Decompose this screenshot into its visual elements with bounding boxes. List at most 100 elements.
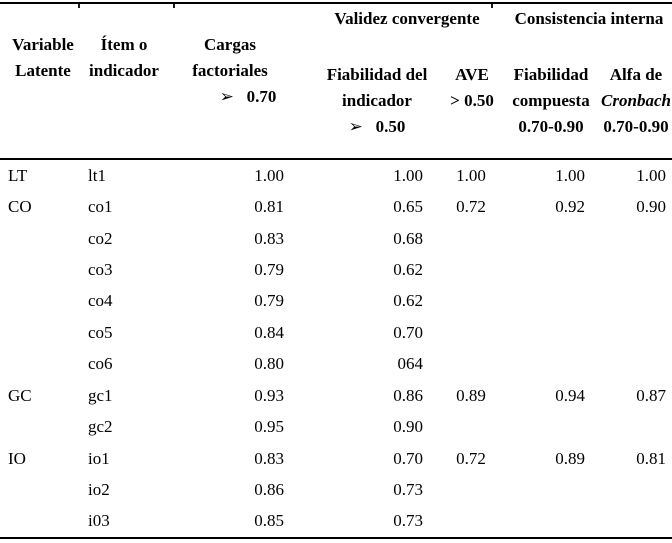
cell-fiabilidad-compuesta: 0.92 [555, 197, 585, 217]
cell-item-indicador: co5 [88, 322, 113, 342]
header-line: indicador [89, 61, 159, 80]
table-row: co2 0.83 0.68 [0, 223, 672, 254]
cell-alfa-cronbach: 0.90 [636, 197, 666, 217]
cell-item-indicador: io2 [88, 479, 110, 499]
spanner-consistencia-interna: Consistencia interna [506, 6, 672, 32]
cell-ave: 0.72 [456, 448, 486, 468]
table-row: io2 0.86 0.73 [0, 474, 672, 505]
cell-carga-factorial: 0.79 [254, 291, 284, 311]
cell-fiabilidad-indicador: 0.62 [393, 259, 423, 279]
header-separator-rule [0, 158, 672, 160]
cell-fiabilidad-indicador: 0.70 [393, 322, 423, 342]
cell-item-indicador: co1 [88, 197, 113, 217]
cell-carga-factorial: 0.80 [254, 354, 284, 374]
header-line: Cargas [204, 35, 256, 54]
table-row: gc2 0.95 0.90 [0, 411, 672, 442]
cell-item-indicador: gc1 [88, 385, 113, 405]
table-row: CO co1 0.81 0.65 0.72 0.92 0.90 [0, 191, 672, 222]
header-line: > 0.50 [450, 91, 494, 110]
table-row: i03 0.85 0.73 [0, 506, 672, 537]
spanner-label: Consistencia interna [514, 9, 664, 28]
cell-item-indicador: co2 [88, 228, 113, 248]
header-line: 0.70-0.90 [518, 117, 584, 136]
cell-carga-factorial: 0.93 [254, 385, 284, 405]
header-line: Latente [15, 61, 71, 80]
table-row: IO io1 0.83 0.70 0.72 0.89 0.81 [0, 443, 672, 474]
header-line: factoriales [192, 61, 268, 80]
column-header-cargas-factoriales: Cargas factoriales ➢ 0.70 [168, 32, 292, 110]
cell-fiabilidad-compuesta: 1.00 [555, 165, 585, 185]
header-line: Ítem o [100, 35, 148, 54]
cell-fiabilidad-indicador: 0.73 [393, 511, 423, 531]
table-row: LT lt1 1.00 1.00 1.00 1.00 1.00 [0, 160, 672, 191]
cell-carga-factorial: 0.86 [254, 479, 284, 499]
header-line: Alfa de [609, 65, 663, 84]
cell-fiabilidad-indicador: 0.90 [393, 417, 423, 437]
cell-carga-factorial: 0.79 [254, 259, 284, 279]
cell-item-indicador: gc2 [88, 417, 113, 437]
table-row: co3 0.79 0.62 [0, 254, 672, 285]
column-header-variable-latente: Variable Latente [6, 32, 80, 84]
cell-alfa-cronbach: 1.00 [636, 165, 666, 185]
spanner-label: Validez convergente [334, 9, 480, 28]
cell-carga-factorial: 0.85 [254, 511, 284, 531]
cell-fiabilidad-compuesta: 0.89 [555, 448, 585, 468]
column-header-item-indicador: Ítem o indicador [85, 32, 163, 84]
cell-variable-latente: GC [8, 385, 32, 405]
cell-item-indicador: co3 [88, 259, 113, 279]
header-threshold-arrow: ➢ 0.50 [348, 117, 406, 136]
table-row: co6 0.80 064 [0, 349, 672, 380]
table-row: co5 0.84 0.70 [0, 317, 672, 348]
cell-ave: 0.72 [456, 197, 486, 217]
top-border-tick [78, 4, 80, 8]
table-row: co4 0.79 0.62 [0, 286, 672, 317]
cell-variable-latente: CO [8, 197, 32, 217]
header-line: Fiabilidad [513, 65, 589, 84]
table-body: LT lt1 1.00 1.00 1.00 1.00 1.00 CO co1 0… [0, 160, 672, 537]
header-line: indicador [342, 91, 412, 110]
table-top-rule [0, 2, 672, 4]
table-row: GC gc1 0.93 0.86 0.89 0.94 0.87 [0, 380, 672, 411]
cell-variable-latente: IO [8, 448, 26, 468]
column-header-ave: AVE > 0.50 [441, 62, 503, 114]
top-border-tick [173, 4, 175, 8]
cell-ave: 0.89 [456, 385, 486, 405]
spanner-validez-convergente: Validez convergente [307, 6, 507, 32]
cell-fiabilidad-indicador: 0.73 [393, 479, 423, 499]
cell-fiabilidad-compuesta: 0.94 [555, 385, 585, 405]
cell-item-indicador: i03 [88, 511, 110, 531]
header-line: Variable [12, 35, 74, 54]
cell-carga-factorial: 0.83 [254, 228, 284, 248]
cell-fiabilidad-indicador: 0.86 [393, 385, 423, 405]
cell-carga-factorial: 0.83 [254, 448, 284, 468]
cell-item-indicador: co4 [88, 291, 113, 311]
cell-fiabilidad-indicador: 0.70 [393, 448, 423, 468]
top-border-tick [491, 4, 493, 8]
header-line: compuesta [512, 91, 590, 110]
column-header-alfa-cronbach: Alfa de Cronbach 0.70-0.90 [599, 62, 672, 140]
header-threshold-arrow: ➢ 0.70 [219, 87, 277, 106]
cell-fiabilidad-indicador: 0.62 [393, 291, 423, 311]
cell-fiabilidad-indicador: 1.00 [393, 165, 423, 185]
cell-item-indicador: io1 [88, 448, 110, 468]
cell-alfa-cronbach: 0.87 [636, 385, 666, 405]
cell-carga-factorial: 0.95 [254, 417, 284, 437]
cell-fiabilidad-indicador: 0.68 [393, 228, 423, 248]
cell-alfa-cronbach: 0.81 [636, 448, 666, 468]
cell-item-indicador: lt1 [88, 165, 106, 185]
table-bottom-rule [0, 537, 672, 539]
cell-fiabilidad-indicador: 0.65 [393, 197, 423, 217]
cell-ave: 1.00 [456, 165, 486, 185]
cell-item-indicador: co6 [88, 354, 113, 374]
header-line: AVE [455, 65, 489, 84]
cell-variable-latente: LT [8, 165, 28, 185]
header-line-cronbach: Cronbach [601, 91, 671, 110]
header-line: 0.70-0.90 [603, 117, 669, 136]
cell-carga-factorial: 1.00 [254, 165, 284, 185]
column-header-fiabilidad-indicador: Fiabilidad del indicador ➢ 0.50 [306, 62, 448, 140]
cell-carga-factorial: 0.81 [254, 197, 284, 217]
column-header-fiabilidad-compuesta: Fiabilidad compuesta 0.70-0.90 [505, 62, 597, 140]
cell-carga-factorial: 0.84 [254, 322, 284, 342]
header-line: Fiabilidad del [326, 65, 428, 84]
